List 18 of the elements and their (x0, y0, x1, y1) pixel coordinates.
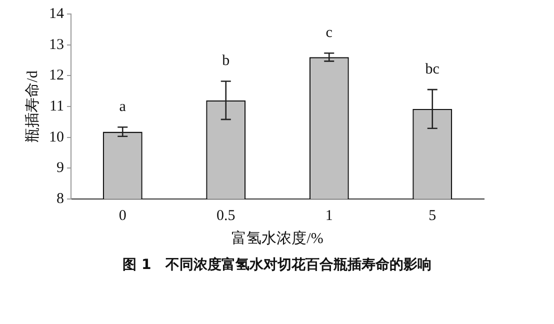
y-tick-label: 10 (49, 129, 64, 146)
y-tick-label: 8 (56, 190, 64, 207)
annotation: c (326, 25, 333, 42)
x-tick-label: 1 (325, 208, 333, 224)
y-tick-label: 13 (49, 36, 64, 53)
x-tick-label: 0.5 (216, 208, 236, 224)
x-tick-label: 0 (118, 208, 126, 224)
y-tick-label: 9 (56, 160, 64, 176)
y-axis-title: 瓶插寿命/d (24, 70, 41, 142)
y-tick-label: 11 (50, 98, 64, 114)
annotation: a (119, 99, 126, 116)
text: 图 1 不同浓度富氢水对切花百合瓶插寿命的影响 (122, 256, 432, 274)
y-tick-label: 12 (49, 68, 64, 84)
annotation: bc (425, 61, 440, 78)
y-tick-label: 14 (49, 6, 64, 22)
x-tick-label: 5 (428, 208, 436, 224)
annotation: b (222, 53, 230, 70)
x-axis-title: 富氢水浓度/% (232, 230, 324, 247)
